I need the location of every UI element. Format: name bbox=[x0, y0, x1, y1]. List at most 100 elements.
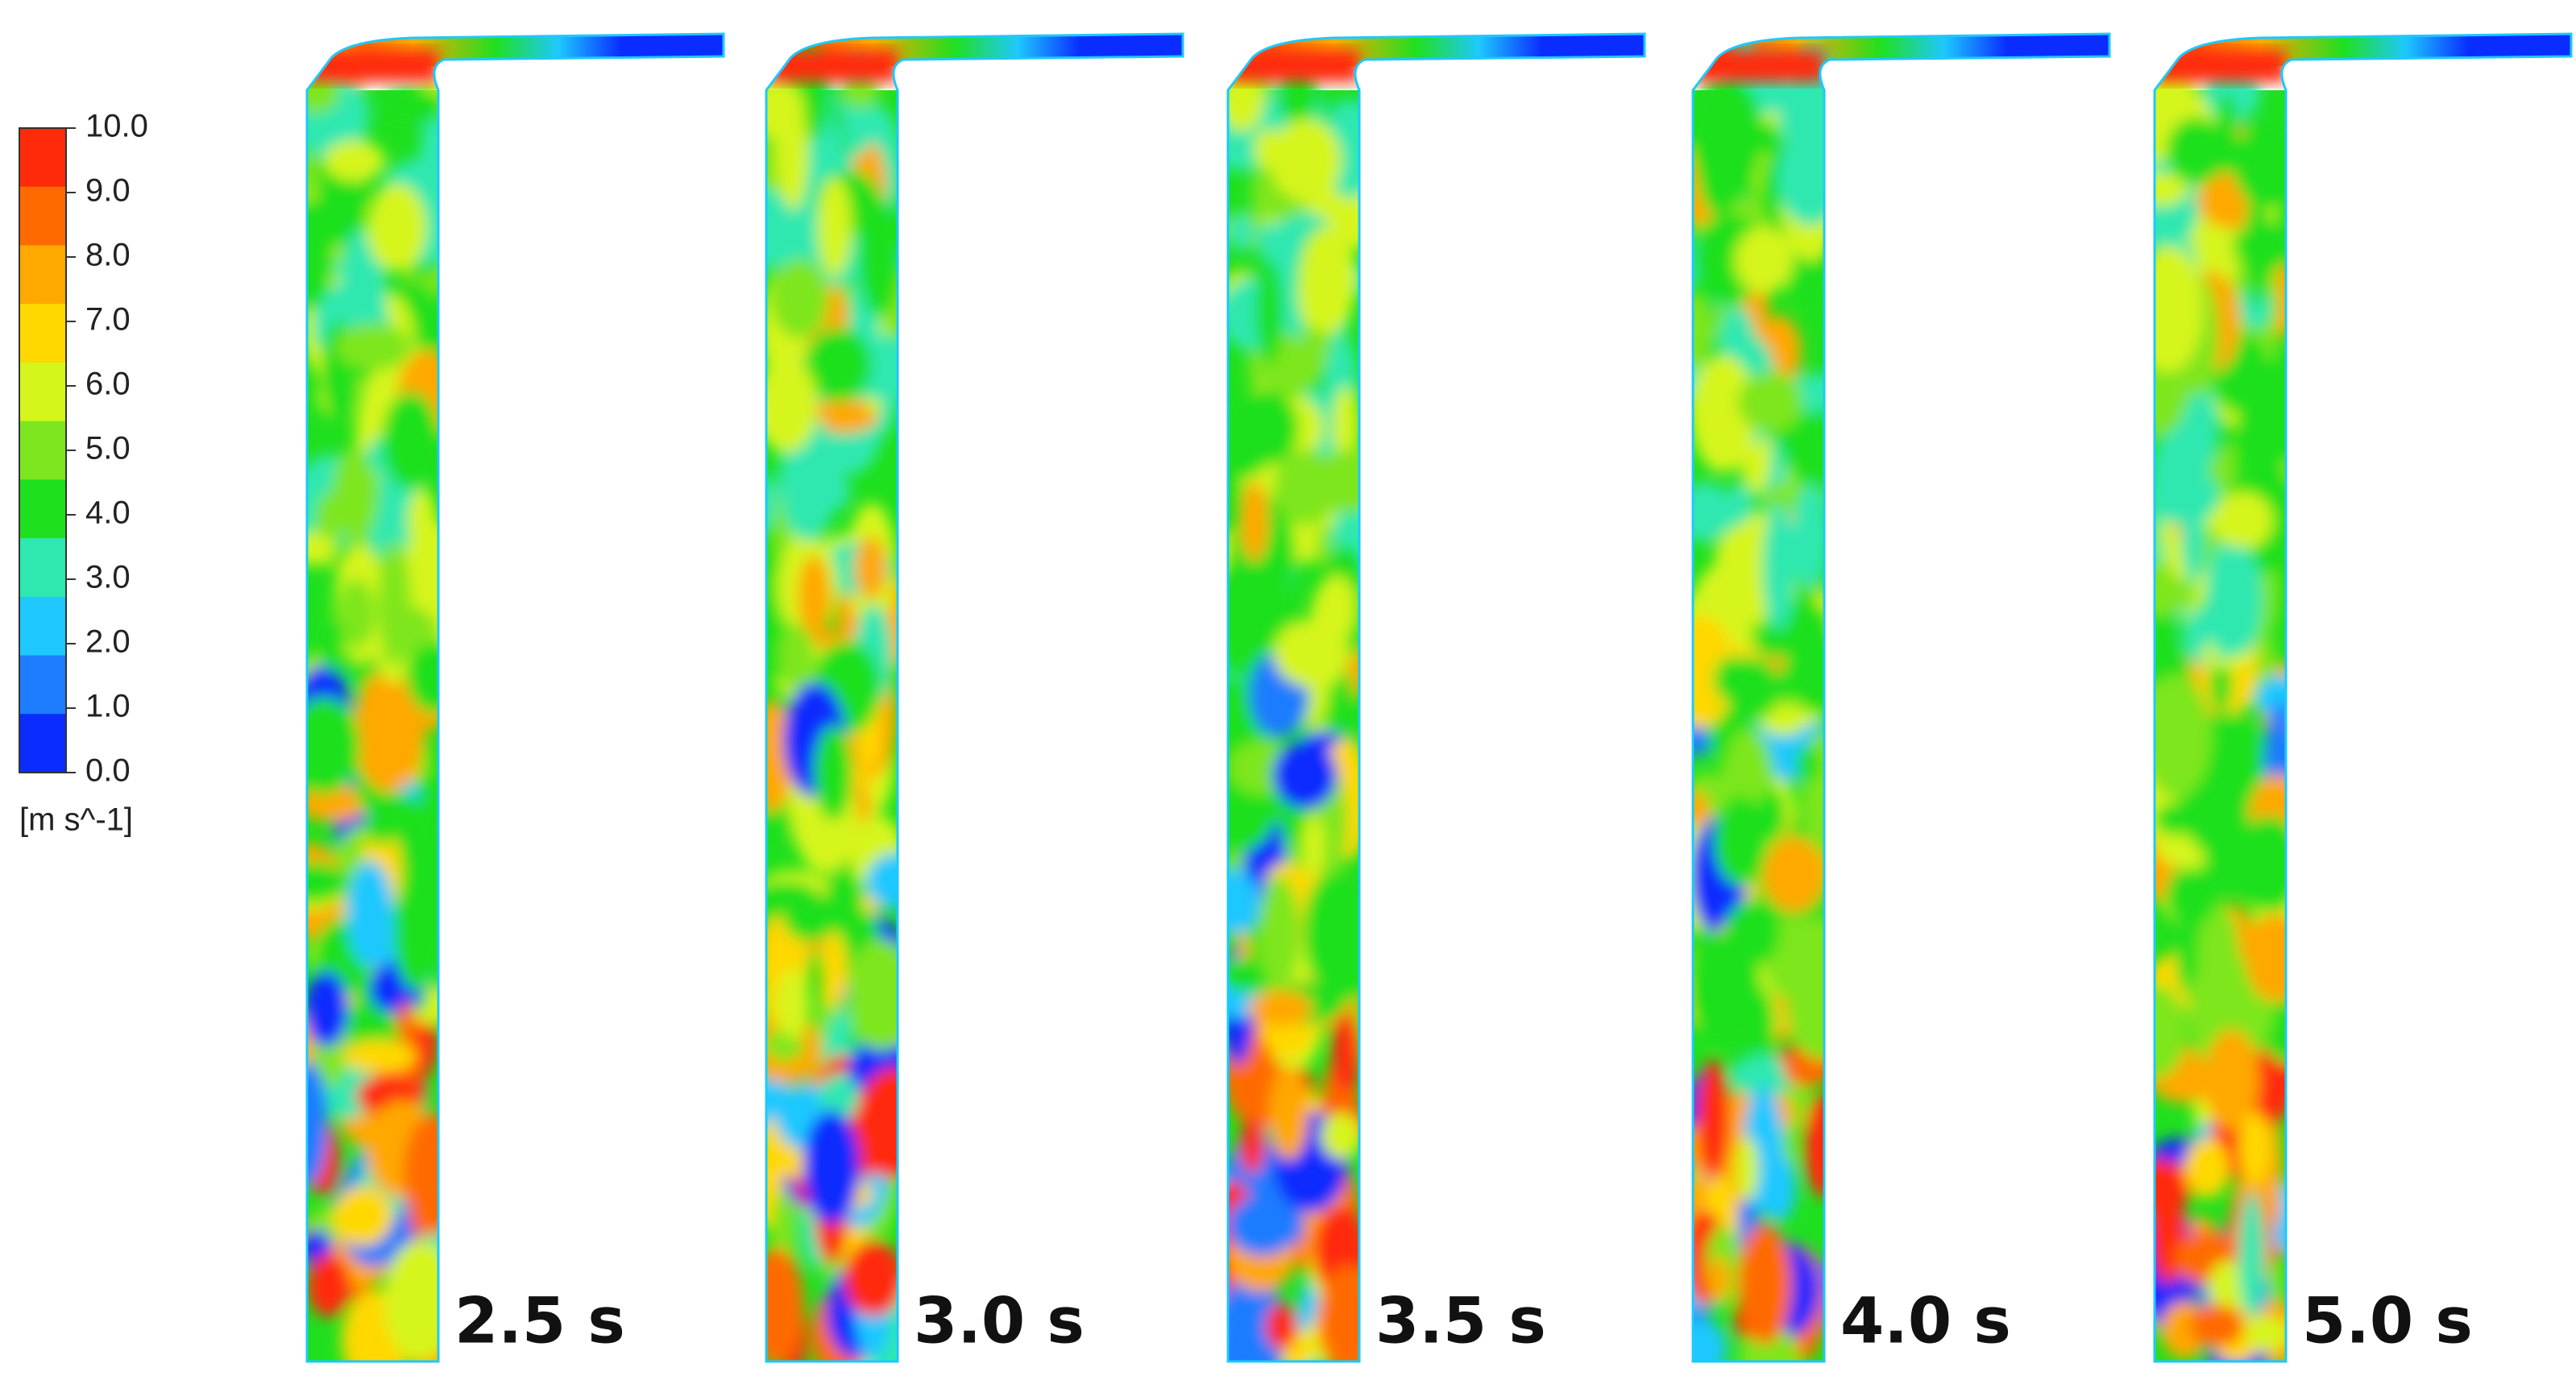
field-blob bbox=[2208, 1260, 2246, 1316]
field-blob bbox=[324, 140, 385, 181]
field-blobs bbox=[1693, 34, 1860, 1361]
field-blob bbox=[2244, 1316, 2291, 1352]
legend-band bbox=[19, 538, 66, 598]
panel-outline bbox=[2153, 32, 2573, 1363]
contour-panel bbox=[2153, 32, 2573, 1363]
field-blob bbox=[1273, 620, 1350, 687]
field-blob bbox=[803, 1109, 861, 1225]
field-blob bbox=[307, 197, 335, 310]
contour-field bbox=[2155, 34, 2571, 1361]
field-blob bbox=[2245, 913, 2308, 1003]
field-blob bbox=[342, 1039, 417, 1073]
field-blob bbox=[804, 327, 872, 403]
field-blobs bbox=[307, 39, 475, 1361]
field-blob bbox=[1789, 401, 1827, 504]
panel-label: 3.0 s bbox=[914, 1285, 1085, 1357]
field-blob bbox=[807, 398, 880, 433]
field-blob bbox=[1713, 656, 1753, 702]
field-blob bbox=[817, 176, 852, 277]
legend-band bbox=[19, 128, 66, 188]
field-blob bbox=[782, 893, 842, 943]
field-blob bbox=[1739, 1324, 1800, 1361]
contour-field bbox=[307, 34, 724, 1361]
field-blobs bbox=[2155, 50, 2322, 1361]
field-blob bbox=[1792, 483, 1830, 589]
field-blob bbox=[2189, 1303, 2244, 1348]
contour-panel bbox=[1226, 32, 1646, 1363]
field-blob bbox=[770, 259, 829, 338]
field-blob bbox=[819, 1073, 859, 1123]
legend-band bbox=[19, 714, 66, 773]
panel-label: 5.0 s bbox=[2302, 1285, 2473, 1357]
field-blob bbox=[2233, 120, 2304, 209]
field-blob bbox=[2166, 117, 2226, 185]
field-blob bbox=[1729, 1055, 1794, 1098]
legend-band bbox=[19, 655, 66, 715]
field-blob bbox=[776, 968, 811, 1039]
field-blob bbox=[858, 197, 900, 317]
legend-band bbox=[19, 186, 66, 246]
field-blob bbox=[1265, 1303, 1298, 1350]
field-blob bbox=[367, 183, 427, 272]
field-blob bbox=[1257, 222, 1282, 262]
field-blob bbox=[307, 861, 349, 903]
field-blob bbox=[2155, 1158, 2192, 1216]
legend-tick-label: 3.0 bbox=[85, 560, 131, 595]
field-blob bbox=[1272, 741, 1338, 810]
contour-panel bbox=[1691, 32, 2111, 1363]
panel-label: 2.5 s bbox=[454, 1285, 625, 1357]
top-hot bbox=[307, 50, 438, 82]
field-blob bbox=[307, 971, 349, 1047]
field-blob bbox=[2155, 246, 2204, 372]
legend-band bbox=[19, 421, 66, 480]
field-blob bbox=[1331, 1012, 1362, 1094]
field-blob bbox=[1762, 504, 1795, 631]
field-blob bbox=[797, 555, 831, 636]
legend-tick-label: 1.0 bbox=[85, 689, 131, 724]
legend-tick-label: 2.0 bbox=[85, 624, 131, 660]
panel-label: 4.0 s bbox=[1840, 1285, 2011, 1357]
field-blob bbox=[2244, 189, 2270, 305]
top-hot bbox=[1228, 50, 1359, 82]
field-blob bbox=[1715, 524, 1776, 598]
field-blob bbox=[393, 884, 439, 991]
field-blob bbox=[331, 1186, 393, 1246]
legend-tick-label: 7.0 bbox=[85, 302, 131, 338]
field-blob bbox=[1785, 632, 1860, 715]
field-blob bbox=[766, 358, 818, 453]
field-blob bbox=[766, 80, 805, 139]
legend-tick-label: 4.0 bbox=[85, 495, 131, 531]
field-blob bbox=[1311, 449, 1389, 513]
field-blob bbox=[766, 699, 794, 812]
field-blob bbox=[2184, 1138, 2230, 1199]
field-blob bbox=[403, 1113, 467, 1236]
field-blob bbox=[1737, 1223, 1792, 1345]
panel-outline bbox=[765, 32, 1184, 1363]
legend-band bbox=[19, 479, 66, 539]
field-blob bbox=[1228, 212, 1254, 252]
field-blob bbox=[332, 446, 379, 541]
field-blob bbox=[336, 323, 413, 371]
field-blob bbox=[1229, 793, 1268, 831]
legend-band bbox=[19, 304, 66, 363]
field-blob bbox=[1693, 482, 1732, 543]
field-blob bbox=[1258, 876, 1300, 990]
field-blob bbox=[854, 537, 887, 600]
field-blob bbox=[307, 784, 369, 822]
field-blob bbox=[2234, 815, 2304, 912]
field-blob bbox=[2180, 481, 2205, 585]
legend-tick-label: 10.0 bbox=[85, 109, 148, 144]
legend-tick-label: 6.0 bbox=[85, 367, 131, 402]
contour-field bbox=[766, 34, 1183, 1361]
field-blob bbox=[321, 618, 345, 672]
field-blob bbox=[814, 725, 852, 821]
field-blob bbox=[1228, 1195, 1299, 1257]
field-blob bbox=[307, 697, 360, 795]
field-blob bbox=[1693, 931, 1761, 1046]
field-blob bbox=[335, 578, 375, 649]
field-blob bbox=[307, 533, 336, 566]
field-blob bbox=[2213, 491, 2273, 549]
contour-field bbox=[1693, 34, 2109, 1361]
